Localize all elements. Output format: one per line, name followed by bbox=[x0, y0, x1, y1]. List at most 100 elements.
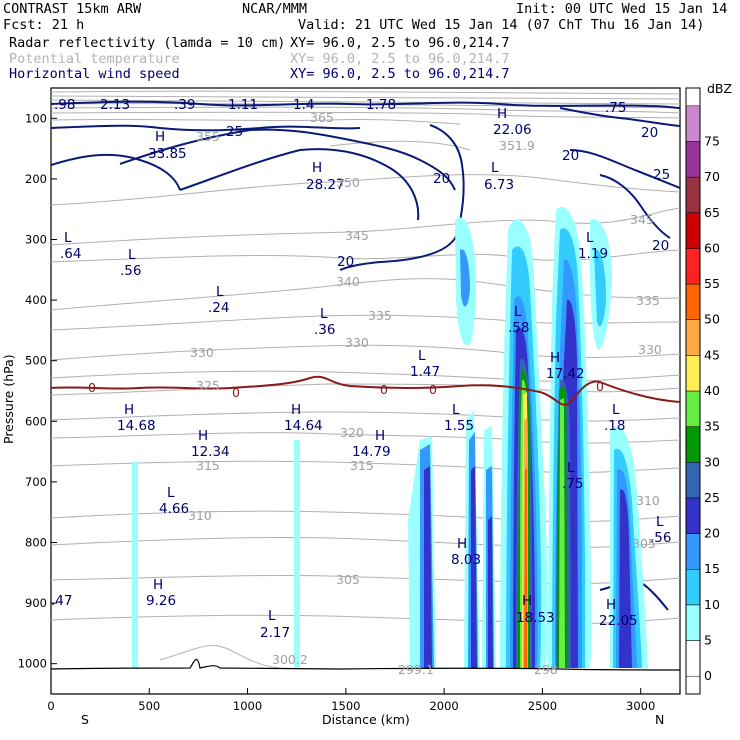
wind-contour bbox=[51, 100, 680, 109]
theta-line bbox=[51, 536, 680, 549]
label-h: H bbox=[457, 536, 467, 552]
colorbar-tick-label: 45 bbox=[704, 347, 720, 362]
label-l: L bbox=[452, 402, 460, 418]
colorbar-tick-label: 70 bbox=[704, 169, 720, 184]
dbz-column-5 bbox=[132, 462, 138, 668]
wind-contour bbox=[51, 153, 181, 191]
theta-line bbox=[51, 432, 680, 444]
colorbar-tick-label: 20 bbox=[704, 526, 720, 541]
theta-label: 300.2 bbox=[272, 652, 308, 667]
y-axis: 100 200 300 400 500 600 700 800 900 1000 bbox=[18, 111, 57, 671]
colorbar-tick-label: 65 bbox=[704, 205, 720, 220]
label-l-value: 6.73 bbox=[484, 177, 514, 193]
wind-contour bbox=[179, 148, 420, 221]
label-h-value: 14.64 bbox=[284, 418, 323, 434]
wind-label: 25 bbox=[226, 124, 243, 140]
theta-line bbox=[51, 106, 680, 114]
label-l-value: .56 bbox=[650, 530, 671, 546]
top-value: .75 bbox=[605, 100, 626, 116]
y-tick-label: 500 bbox=[25, 354, 47, 368]
theta-label: 330 bbox=[345, 335, 369, 350]
plot-area bbox=[51, 90, 680, 694]
theta-label: 340 bbox=[336, 274, 360, 289]
label-h: H bbox=[606, 597, 616, 613]
terrain-surface bbox=[51, 658, 680, 694]
dbz-column-15 bbox=[460, 249, 470, 307]
dbz-column-20 bbox=[471, 466, 477, 668]
y-tick-label: 700 bbox=[25, 475, 47, 489]
colorbar-bin bbox=[685, 283, 701, 320]
colorbar-bin bbox=[685, 390, 701, 427]
colorbar-bin bbox=[685, 497, 701, 534]
label-l: L bbox=[514, 304, 522, 320]
theta-line bbox=[51, 383, 680, 396]
colorbar-bin bbox=[685, 462, 701, 499]
theta-label: 315 bbox=[196, 458, 220, 473]
theta-label: 305 bbox=[336, 572, 360, 587]
dbz-column-20 bbox=[424, 466, 432, 668]
label-l-value: .24 bbox=[208, 300, 229, 316]
label-l: L bbox=[268, 608, 276, 624]
label-h: H bbox=[375, 428, 385, 444]
wind-label: 20 bbox=[641, 125, 658, 141]
label-h-value: 14.79 bbox=[352, 444, 391, 460]
colorbar-tick-label: 75 bbox=[704, 133, 720, 148]
label-h: H bbox=[155, 129, 165, 145]
theta-label: 330 bbox=[190, 345, 214, 360]
wind-level-labels: 25 20 20 20 20 25 20 bbox=[226, 124, 670, 270]
theta-label: 298 bbox=[534, 662, 558, 677]
theta-contours bbox=[51, 90, 680, 671]
label-l: L bbox=[128, 247, 136, 263]
theta-line bbox=[51, 111, 680, 119]
colorbar-tick-label: 55 bbox=[704, 276, 720, 291]
wind-label: 20 bbox=[337, 254, 354, 270]
x-tick-label: 1500 bbox=[331, 699, 360, 713]
x-axis: 0 500 1000 1500 2000 2500 3000 bbox=[47, 688, 655, 713]
label-h: H bbox=[522, 593, 532, 609]
header-xy-wind: XY= 96.0, 2.5 to 96.0,214.7 bbox=[290, 66, 509, 82]
label-l-value: .56 bbox=[120, 263, 141, 279]
y-tick-label: 800 bbox=[25, 536, 47, 550]
colorbar-tick-label: 30 bbox=[704, 454, 720, 469]
wind-contour bbox=[599, 174, 671, 239]
label-l-value: .64 bbox=[60, 246, 81, 262]
header-forecast-hour: Fcst: 21 h bbox=[3, 17, 84, 33]
label-l-value: 2.17 bbox=[260, 625, 290, 641]
top-value: 1.4 bbox=[293, 97, 314, 113]
colorbar-bin bbox=[685, 568, 701, 606]
x-tick-label: 500 bbox=[138, 699, 160, 713]
y-tick-label: 400 bbox=[25, 293, 47, 307]
top-value: .39 bbox=[174, 97, 195, 113]
colorbar-bin bbox=[685, 319, 701, 356]
colorbar-tick-label: 15 bbox=[704, 561, 720, 576]
label-h: H bbox=[291, 402, 301, 418]
label-l: L bbox=[418, 348, 426, 364]
label-h: H bbox=[153, 577, 163, 593]
freezing-label: 0 bbox=[232, 385, 240, 400]
y-tick-label: 900 bbox=[25, 596, 47, 610]
y-tick-label: 200 bbox=[25, 172, 47, 186]
label-l: L bbox=[167, 485, 175, 501]
top-value: .98 bbox=[54, 97, 75, 113]
wind-label: 20 bbox=[562, 148, 579, 164]
label-l-value: 1.47 bbox=[410, 364, 440, 380]
theta-line bbox=[51, 614, 680, 625]
label-l-value: .58 bbox=[508, 320, 529, 336]
label-l: L bbox=[320, 306, 328, 322]
wind-label: 25 bbox=[653, 167, 670, 183]
theta-label: 355 bbox=[196, 129, 220, 144]
freezing-labels: 0 0 0 0 0 bbox=[88, 379, 604, 400]
header-init-time: Init: 00 UTC Wed 15 Jan 14 bbox=[516, 1, 727, 17]
colorbar-tick-label: 10 bbox=[704, 597, 720, 612]
y-tick-label: 100 bbox=[25, 111, 47, 125]
header-model-title: CONTRAST 15km ARW bbox=[3, 1, 142, 17]
label-h: H bbox=[550, 350, 560, 366]
colorbar-tick-label: 50 bbox=[704, 312, 720, 327]
theta-label: 351.9 bbox=[499, 138, 535, 153]
label-h: H bbox=[124, 402, 134, 418]
label-h-value: 12.34 bbox=[191, 444, 230, 460]
dbz-column-50 bbox=[524, 468, 527, 668]
colorbar-bin bbox=[685, 355, 701, 392]
colorbar-tick-label: 35 bbox=[704, 419, 720, 434]
